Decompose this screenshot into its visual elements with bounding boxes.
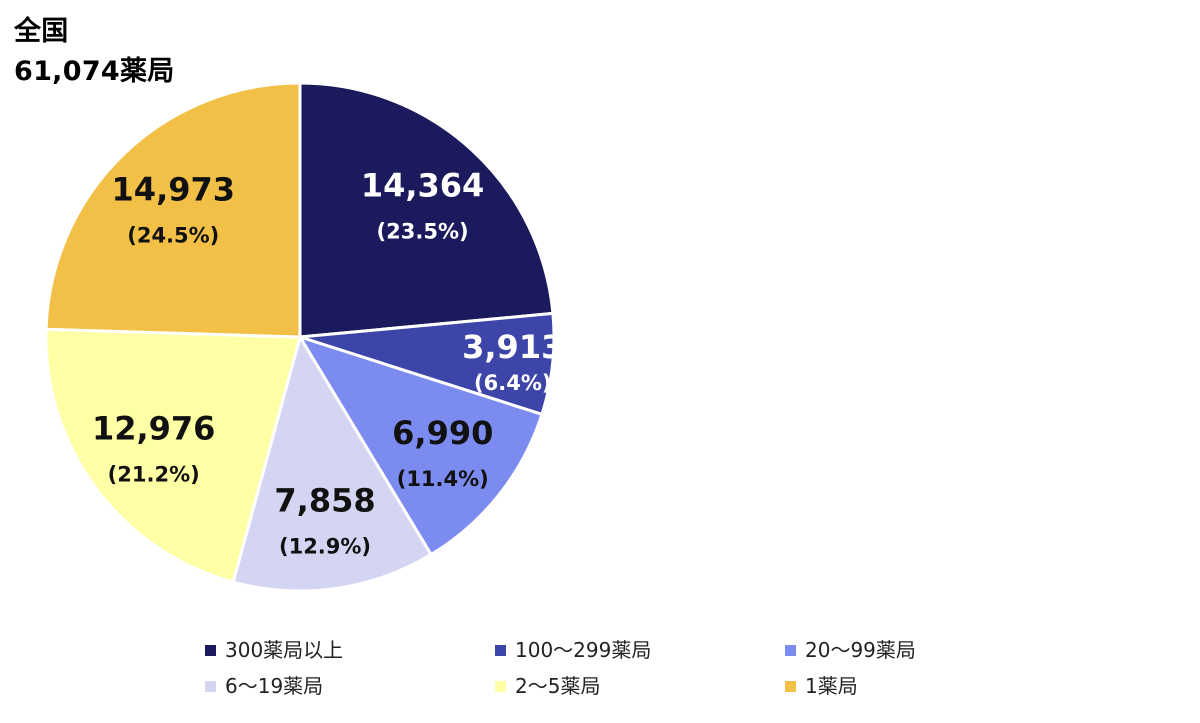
legend-label: 100～299薬局 xyxy=(515,638,652,662)
chart-title: 全国 61,074薬局 xyxy=(14,12,175,92)
slice-value-label: 7,858 xyxy=(274,481,375,519)
legend-item-20-99: 20～99薬局 xyxy=(785,636,1005,664)
legend-label: 1薬局 xyxy=(805,674,858,698)
slice-percent-label: (23.5%) xyxy=(377,219,469,243)
pie-labels: 14,364 (23.5%) 3,913 (6.4%) 6,990 (11.4%) 7,85… xyxy=(92,166,563,558)
legend-item-1: 1薬局 xyxy=(785,672,1005,700)
legend-label: 6～19薬局 xyxy=(225,674,324,698)
title-region: 全国 xyxy=(14,16,69,47)
chart-legend: 300薬局以上 100～299薬局 20～99薬局 6～19薬局 2～5薬局 1… xyxy=(205,636,1005,700)
legend-swatch xyxy=(495,644,506,656)
slice-value-label: 14,973 xyxy=(112,170,235,208)
slice-value-label: 12,976 xyxy=(92,409,215,447)
legend-item-100-299: 100～299薬局 xyxy=(495,636,785,664)
legend-label: 300薬局以上 xyxy=(225,638,344,662)
legend-swatch xyxy=(785,680,796,692)
legend-item-2-5: 2～5薬局 xyxy=(495,672,785,700)
slice-percent-label: (21.2%) xyxy=(108,462,200,486)
title-total: 61,074薬局 xyxy=(14,56,175,87)
pie-slice-20-99 xyxy=(296,334,544,557)
slice-percent-label: (11.4%) xyxy=(397,467,489,491)
pie-slices xyxy=(44,81,556,593)
legend-swatch xyxy=(205,680,216,692)
legend-item-6-19: 6～19薬局 xyxy=(205,672,495,700)
slice-percent-label: (24.5%) xyxy=(127,223,219,247)
pie-slice-6-19 xyxy=(231,333,434,593)
slice-value-label: 14,364 xyxy=(361,166,484,204)
legend-swatch xyxy=(785,644,796,656)
legend-item-300plus: 300薬局以上 xyxy=(205,636,495,664)
legend-label: 20～99薬局 xyxy=(805,638,916,662)
legend-label: 2～5薬局 xyxy=(515,674,601,698)
slice-value-label: 6,990 xyxy=(392,414,493,452)
pie-slice-2-5 xyxy=(44,327,302,584)
pie-slice-300plus xyxy=(298,81,555,339)
slice-value-label: 3,913 xyxy=(462,328,563,366)
legend-swatch xyxy=(205,644,216,656)
legend-swatch xyxy=(495,680,506,692)
slice-percent-label: (6.4%) xyxy=(474,371,551,395)
slice-percent-label: (12.9%) xyxy=(279,534,371,558)
pie-slice-1 xyxy=(44,81,302,339)
